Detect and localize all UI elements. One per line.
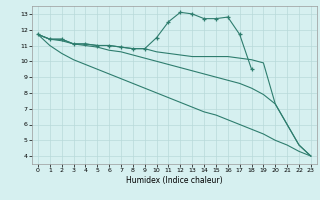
X-axis label: Humidex (Indice chaleur): Humidex (Indice chaleur) <box>126 176 223 185</box>
